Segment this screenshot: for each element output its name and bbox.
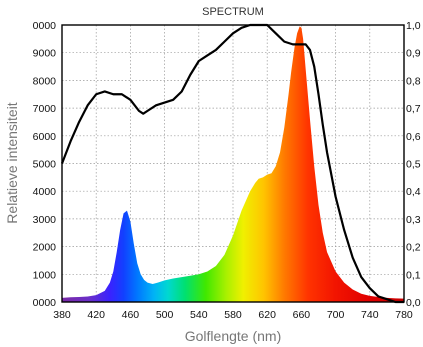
spectrum-area	[62, 26, 404, 302]
y-left-tick-label: 3000	[33, 214, 57, 226]
y-right-tick-label: 0,2	[406, 242, 421, 254]
x-tick-label: 740	[361, 309, 379, 321]
x-tick-label: 500	[156, 309, 174, 321]
intensity-line	[60, 23, 404, 304]
x-tick-label: 700	[327, 309, 345, 321]
y-right-tick-label: 1,0	[406, 20, 421, 32]
x-tick-label: 540	[190, 309, 208, 321]
x-tick-label: 420	[87, 309, 105, 321]
y-left-tick-label: 0000	[33, 297, 57, 309]
y-axis-label: Relatieve intensiteit	[4, 102, 20, 224]
y-left-tick-label: 4000	[33, 186, 57, 198]
x-tick-label: 460	[122, 309, 140, 321]
y-right-tick-label: 0,6	[406, 131, 421, 143]
y-left-tick-label: 7000	[33, 103, 57, 115]
x-tick-label: 780	[395, 309, 413, 321]
y-right-tick-label: 0,4	[406, 186, 421, 198]
y-right-tick-label: 0,7	[406, 103, 421, 115]
y-left-tick-label: 9000	[33, 48, 57, 60]
x-axis-label: Golflengte (nm)	[185, 328, 281, 344]
spectrum-area-layer	[62, 26, 404, 302]
x-tick-label: 660	[293, 309, 311, 321]
y-left-tick-label: 1000	[33, 269, 57, 281]
x-tick-label: 580	[224, 309, 242, 321]
y-left-tick-label: 0000	[33, 20, 57, 32]
y-left-tick-label: 8000	[33, 75, 57, 87]
y-left-tick-label: 2000	[33, 242, 57, 254]
x-tick-label: 380	[53, 309, 71, 321]
intensity-line-layer	[60, 23, 404, 304]
y-right-tick-label: 0,8	[406, 75, 421, 87]
y-right-tick-label: 0,0	[406, 297, 421, 309]
tick-labels: 380 420 460 500 540 580 620 660 700 740 780 0000 100…	[33, 20, 421, 321]
x-tick-label: 620	[258, 309, 276, 321]
chart-title: SPECTRUM	[202, 6, 264, 18]
y-right-tick-label: 0,3	[406, 214, 421, 226]
y-left-tick-label: 5000	[33, 159, 57, 171]
y-left-tick-label: 6000	[33, 131, 57, 143]
y-right-tick-label: 0,9	[406, 48, 421, 60]
plot-frame	[61, 24, 405, 303]
y-right-tick-label: 0,1	[406, 269, 421, 281]
y-right-tick-label: 0,5	[406, 159, 421, 171]
